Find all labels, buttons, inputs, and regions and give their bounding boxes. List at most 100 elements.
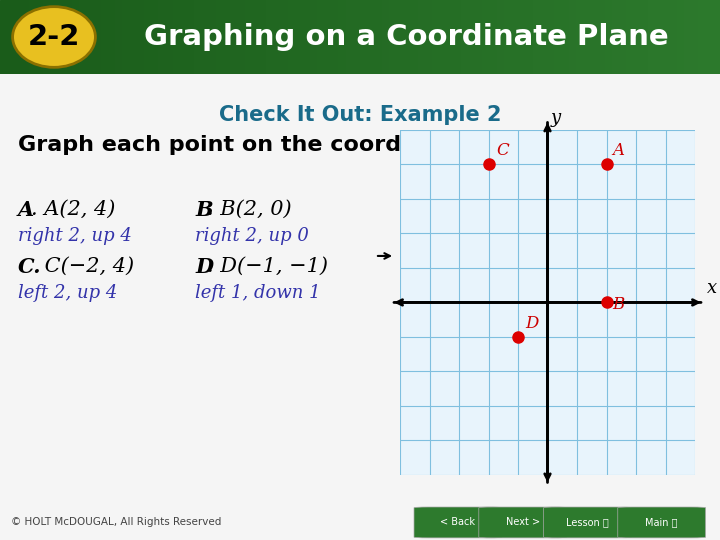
Text: . A(2, 4): . A(2, 4): [31, 200, 115, 219]
Bar: [43, 0, 50, 74]
Bar: [223, 0, 230, 74]
Bar: [158, 0, 166, 74]
Bar: [22, 0, 29, 74]
Bar: [706, 0, 713, 74]
Bar: [252, 0, 259, 74]
Bar: [36, 0, 43, 74]
Bar: [425, 0, 432, 74]
Bar: [382, 0, 389, 74]
Bar: [670, 0, 677, 74]
Text: A: A: [613, 142, 624, 159]
Text: D: D: [195, 257, 213, 277]
Bar: [374, 0, 382, 74]
Bar: [130, 0, 137, 74]
Bar: [202, 0, 209, 74]
Bar: [626, 0, 634, 74]
Bar: [173, 0, 180, 74]
Bar: [446, 0, 454, 74]
Bar: [238, 0, 245, 74]
Bar: [7, 0, 14, 74]
Bar: [619, 0, 626, 74]
Bar: [691, 0, 698, 74]
Bar: [432, 0, 439, 74]
Bar: [310, 0, 317, 74]
Bar: [50, 0, 58, 74]
Text: B: B: [195, 200, 212, 220]
Bar: [641, 0, 648, 74]
Bar: [144, 0, 151, 74]
Bar: [612, 0, 619, 74]
Text: D: D: [526, 315, 539, 332]
Bar: [259, 0, 266, 74]
Bar: [180, 0, 187, 74]
Bar: [511, 0, 518, 74]
Bar: [475, 0, 482, 74]
Bar: [101, 0, 108, 74]
Bar: [454, 0, 461, 74]
Text: Lesson 🏠: Lesson 🏠: [566, 517, 609, 528]
Bar: [317, 0, 324, 74]
Text: Next >: Next >: [505, 517, 540, 528]
Bar: [281, 0, 288, 74]
Bar: [266, 0, 274, 74]
Bar: [367, 0, 374, 74]
Bar: [331, 0, 338, 74]
Bar: [353, 0, 360, 74]
Bar: [209, 0, 216, 74]
Bar: [468, 0, 475, 74]
Bar: [108, 0, 115, 74]
Bar: [65, 0, 72, 74]
Bar: [490, 0, 497, 74]
Text: Check It Out: Example 2: Check It Out: Example 2: [219, 105, 501, 125]
Bar: [590, 0, 598, 74]
Bar: [569, 0, 576, 74]
Bar: [115, 0, 122, 74]
Text: A: A: [18, 200, 35, 220]
Bar: [194, 0, 202, 74]
Bar: [482, 0, 490, 74]
Bar: [497, 0, 504, 74]
Text: left 2, up 4: left 2, up 4: [18, 284, 117, 302]
Bar: [0, 0, 7, 74]
Bar: [396, 0, 403, 74]
Bar: [562, 0, 569, 74]
Bar: [605, 0, 612, 74]
Bar: [288, 0, 295, 74]
FancyBboxPatch shape: [618, 507, 706, 538]
Bar: [439, 0, 446, 74]
Text: Graphing on a Coordinate Plane: Graphing on a Coordinate Plane: [145, 23, 669, 51]
Bar: [137, 0, 144, 74]
Bar: [598, 0, 605, 74]
Bar: [634, 0, 641, 74]
Bar: [274, 0, 281, 74]
Bar: [583, 0, 590, 74]
Bar: [677, 0, 684, 74]
Ellipse shape: [13, 6, 95, 68]
Bar: [698, 0, 706, 74]
Bar: [216, 0, 223, 74]
Bar: [648, 0, 655, 74]
FancyBboxPatch shape: [544, 507, 631, 538]
Bar: [526, 0, 533, 74]
Text: C(−2, 4): C(−2, 4): [38, 257, 134, 276]
Bar: [684, 0, 691, 74]
Bar: [338, 0, 346, 74]
Bar: [187, 0, 194, 74]
Bar: [324, 0, 331, 74]
Bar: [86, 0, 94, 74]
Bar: [389, 0, 396, 74]
Bar: [662, 0, 670, 74]
Bar: [547, 0, 554, 74]
Text: C: C: [496, 142, 508, 159]
Text: < Back: < Back: [441, 517, 475, 528]
Bar: [346, 0, 353, 74]
Bar: [518, 0, 526, 74]
Text: right 2, up 0: right 2, up 0: [195, 227, 309, 245]
Bar: [79, 0, 86, 74]
FancyBboxPatch shape: [479, 507, 567, 538]
Bar: [360, 0, 367, 74]
Bar: [655, 0, 662, 74]
Bar: [504, 0, 511, 74]
Bar: [713, 0, 720, 74]
Bar: [418, 0, 425, 74]
